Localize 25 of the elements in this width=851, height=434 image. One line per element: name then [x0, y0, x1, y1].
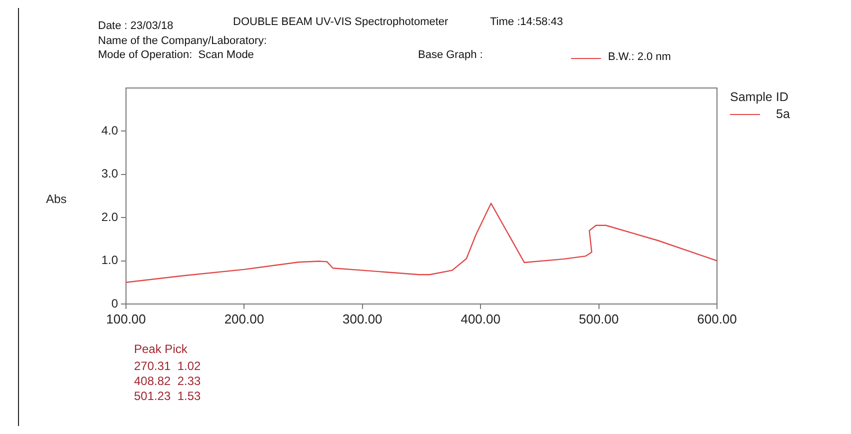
legend-title: Sample ID: [730, 90, 790, 104]
text: Date : 23/03/18: [98, 20, 174, 32]
y-tick-label: 4.0: [101, 124, 118, 138]
text: 501.23 1.53: [134, 389, 201, 403]
x-tick-label: 100.00: [106, 311, 146, 326]
x-tick-label: 400.00: [460, 311, 500, 326]
text: Peak Pick: [134, 342, 188, 356]
y-tick-label: 3.0: [101, 166, 118, 181]
text: B.W.: 2.0 nm: [608, 51, 671, 63]
x-tick-label: 200.00: [224, 311, 264, 326]
y-tick-label: 2.0: [101, 210, 118, 224]
text: Base Graph :: [418, 49, 483, 61]
text: Mode of Operation: Scan Mode: [98, 49, 254, 61]
x-tick-label: 600.00: [697, 311, 737, 326]
y-tick-label: 1.0: [101, 253, 118, 268]
text: 270.31 1.02: [134, 359, 201, 373]
y-tick-label: 0: [111, 296, 118, 310]
x-tick-label: 500.00: [578, 311, 619, 326]
text: Name of the Company/Laboratory:: [98, 35, 267, 47]
text: DOUBLE BEAM UV-VIS Spectrophotometer: [233, 16, 448, 28]
text: 408.82 2.33: [134, 374, 201, 388]
x-tick-label: 300.00: [342, 311, 382, 326]
legend-label: 5a: [776, 107, 790, 121]
y-axis-title: Abs: [46, 192, 67, 206]
text: Time :14:58:43: [490, 16, 563, 28]
